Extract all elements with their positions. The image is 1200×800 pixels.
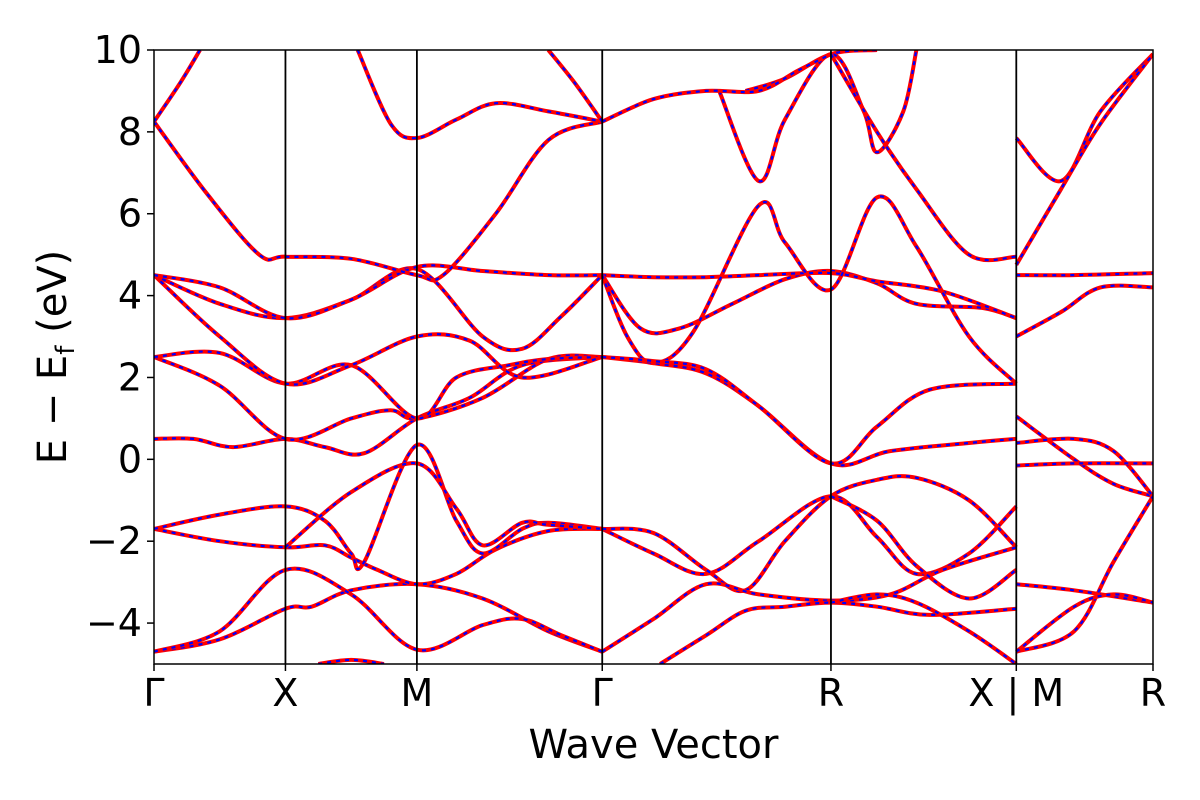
x-tick-label: R: [818, 671, 844, 715]
band-line-13: [355, 50, 603, 141]
band-line-40: [318, 657, 385, 664]
band-line-29: [601, 52, 832, 124]
band-line-2: [154, 526, 603, 587]
y-tick-label: −4: [86, 601, 142, 645]
band-line-dashed-34: [1015, 415, 1153, 498]
band-line-dashed-9: [154, 267, 603, 352]
band-line-dashed-25: [830, 593, 1017, 664]
band-line-dashed-31: [1015, 53, 1153, 266]
y-tick-label: 10: [94, 28, 142, 72]
band-line-dashed-33: [1015, 284, 1153, 338]
band-line-31: [1014, 52, 1153, 266]
band-line-dashed-1: [154, 567, 603, 653]
band-line-39: [1015, 592, 1153, 654]
band-line-dashed-28: [830, 53, 1017, 262]
band-line-dashed-32: [1016, 272, 1153, 277]
x-axis-ticks: Γ X M Γ R X | M R: [143, 664, 1166, 716]
band-line-24: [830, 494, 1018, 601]
band-line-8: [154, 273, 603, 387]
y-axis-label-main: E − E: [30, 355, 76, 465]
band-line-34: [1015, 414, 1153, 499]
band-line-dashed-6: [154, 354, 603, 441]
y-tick-label: 0: [118, 437, 142, 481]
x-tick-label: R: [1140, 671, 1166, 715]
band-line-35: [1016, 436, 1153, 498]
band-line-dashed-13: [356, 50, 603, 140]
y-axis-label: E − Ef (eV): [30, 250, 81, 465]
x-axis-label: Wave Vector: [529, 722, 780, 768]
band-line-27: [717, 50, 919, 184]
band-line-38: [1015, 495, 1153, 654]
band-line-17: [600, 194, 1018, 386]
band-line-dashed-8: [154, 274, 603, 386]
band-line-5: [154, 355, 603, 457]
band-line-dashed-0: [154, 582, 603, 653]
band-line-dashed-14: [547, 50, 604, 123]
band-line-dashed-21: [602, 474, 1018, 593]
band-line-dashed-36: [1016, 462, 1153, 467]
y-axis-label-tail: (eV): [30, 250, 76, 346]
band-line-30: [1014, 52, 1153, 184]
y-tick-label: −2: [86, 519, 142, 563]
y-axis-ticks: −4 −2 0 2 4 6 8 10: [86, 28, 154, 645]
x-tick-label: Γ: [143, 671, 164, 715]
x-tick-label: M: [400, 671, 433, 715]
band-line-dashed-4: [284, 462, 603, 549]
band-line-11: [154, 119, 603, 283]
x-tick-label: X | M: [968, 671, 1064, 716]
band-line-dashed-29: [601, 53, 832, 123]
band-line-dashed-3: [154, 443, 603, 571]
band-line-dashed-24: [830, 495, 1017, 600]
band-line-dashed-7: [154, 350, 603, 420]
band-line-dashed-27: [718, 50, 918, 183]
x-tick-label: X: [272, 671, 298, 715]
band-line-33: [1015, 283, 1153, 339]
band-line-dashed-38: [1015, 495, 1153, 653]
band-line-10: [154, 263, 603, 321]
band-line-dashed-2: [154, 527, 603, 586]
plot-frame: [153, 49, 1154, 665]
band-line-21: [602, 474, 1018, 594]
band-line-dashed-19: [602, 355, 1017, 465]
band-line-19: [602, 355, 1017, 466]
y-tick-label: 4: [118, 274, 142, 318]
y-axis-label-sub: f: [51, 345, 81, 355]
band-line-dashed-11: [154, 120, 603, 282]
band-line-6: [154, 353, 603, 442]
y-tick-label: 8: [118, 110, 142, 154]
band-line-dashed-5: [154, 355, 603, 456]
band-line-dashed-17: [601, 195, 1018, 385]
y-tick-label: 6: [118, 192, 142, 236]
band-line-23: [659, 600, 1017, 664]
band-line-20: [601, 494, 1018, 577]
band-line-dashed-10: [154, 264, 603, 320]
x-tick-label: Γ: [592, 671, 613, 715]
kpoint-divider-lines: [284, 50, 1018, 664]
band-line-3: [154, 442, 603, 571]
band-line-dashed-39: [1015, 593, 1153, 653]
band-line-dashed-12: [154, 50, 201, 123]
band-line-22: [601, 545, 1017, 654]
band-lines: [154, 50, 1153, 664]
y-tick-label: 2: [118, 355, 142, 399]
